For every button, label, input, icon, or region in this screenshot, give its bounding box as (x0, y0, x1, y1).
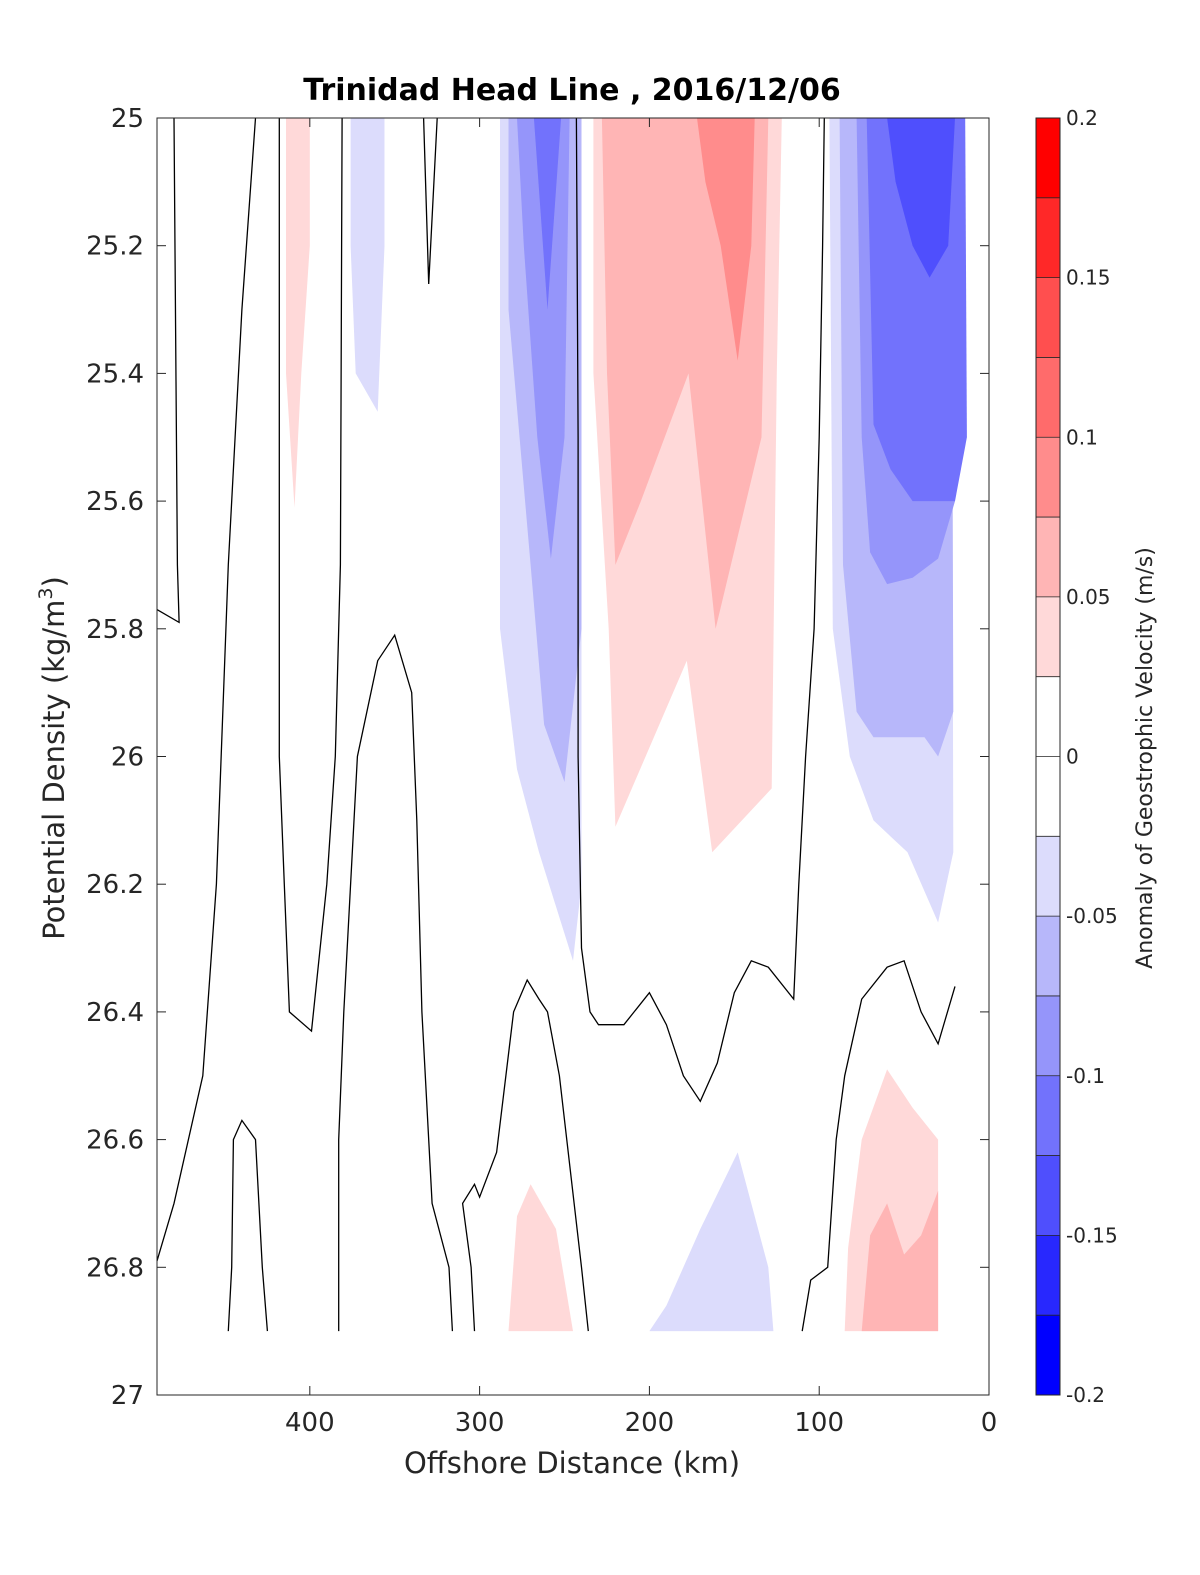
contour-fill-region-8 (697, 118, 755, 361)
y-tick-label: 26.2 (86, 870, 144, 900)
colorbar-tick-label: -0.15 (1066, 1223, 1118, 1247)
colorbar-band (1036, 1075, 1060, 1156)
y-tick-label: 25.8 (86, 615, 144, 645)
y-tick-label: 27 (111, 1381, 144, 1411)
colorbar-band (1036, 995, 1060, 1076)
contour-fill-region-4 (517, 118, 570, 559)
x-tick-label: 300 (455, 1408, 505, 1438)
x-tick-label: 200 (625, 1408, 675, 1438)
colorbar-tick-label: 0.05 (1066, 585, 1111, 609)
zero-contour-line-2 (278, 117, 343, 1033)
y-axis-label-superscript: 3 (35, 587, 57, 599)
colorbar-band (1036, 1235, 1060, 1316)
zero-contour-line-4 (338, 633, 454, 1332)
y-axis-label-main: Potential Density (kg/m (37, 600, 71, 940)
contour-fill-region-1 (338, 118, 385, 412)
y-axis-label-close: ) (37, 576, 71, 587)
y-tick-label: 26.4 (86, 998, 144, 1028)
colorbar-tick-label: -0.1 (1066, 1064, 1105, 1088)
contour-fill-region-0 (286, 118, 310, 508)
colorbar-band (1036, 756, 1060, 837)
y-tick-label: 26.8 (86, 1253, 144, 1283)
y-tick-label: 25.6 (86, 487, 144, 517)
contour-fill-region-5 (533, 118, 562, 310)
x-tick-label: 400 (285, 1408, 335, 1438)
y-tick-label: 25.4 (86, 359, 144, 389)
colorbar-band (1036, 676, 1060, 757)
contour-fill-region-13 (887, 118, 955, 278)
colorbar-tick-label: 0.2 (1066, 106, 1098, 130)
zero-contour-line-1 (156, 117, 257, 1262)
contour-fill-region-14 (508, 1184, 573, 1332)
y-tick-label: 25.2 (86, 232, 144, 262)
zero-contour-line-7 (575, 117, 825, 1103)
zero-contour-line-0 (156, 117, 180, 624)
chart-title: Trinidad Head Line , 2016/12/06 (303, 73, 840, 108)
colorbar-label: Anomaly of Geostrophic Velocity (m/s) (1133, 547, 1158, 969)
colorbar-tick-label: -0.05 (1066, 904, 1118, 928)
colorbar-band (1036, 277, 1060, 358)
zero-contour-line-5 (227, 1119, 269, 1332)
y-axis-ticks: 25 25.2 25.4 25.6 25.8 26 26.2 26.4 26.6 26.8 27 (86, 104, 989, 1411)
x-tick-label: 100 (794, 1408, 844, 1438)
x-axis-label: Offshore Distance (km) (404, 1446, 740, 1480)
y-tick-label: 26 (111, 743, 144, 773)
y-tick-label: 25 (111, 104, 144, 134)
filled-contours (286, 118, 967, 1332)
colorbar-band (1036, 836, 1060, 917)
x-tick-label: 0 (981, 1408, 998, 1438)
colorbar-band (1036, 357, 1060, 438)
contour-fill-region-17 (861, 1190, 939, 1332)
colorbar-tick-label: -0.2 (1066, 1383, 1105, 1407)
colorbar-band (1036, 1315, 1060, 1395)
contour-fill-region-15 (649, 1152, 774, 1332)
plot-area: 400 300 200 100 0 25 25.2 25.4 25.6 25.8 26 26.2 26… (86, 104, 997, 1438)
colorbar-tick-label: 0 (1066, 745, 1079, 769)
colorbar-band (1036, 1155, 1060, 1236)
colorbar-band (1036, 118, 1060, 198)
colorbar-band (1036, 517, 1060, 597)
y-axis-label: Potential Density (kg/m3) (35, 576, 71, 940)
colorbar-tick-label: 0.1 (1066, 425, 1098, 449)
colorbar-ticks: 0.2 0.15 0.1 0.05 0 -0.05 -0.1 -0.15 -0.2 (1066, 106, 1118, 1407)
colorbar-frame (1035, 117, 1061, 1396)
colorbar-band (1036, 197, 1060, 278)
zero-contour-lines (156, 117, 956, 1332)
colorbar-band (1036, 437, 1060, 518)
colorbar-band (1036, 916, 1060, 996)
zero-contour-line-6 (461, 978, 589, 1332)
zero-contour-line-8 (801, 959, 956, 1332)
colorbar: 0.2 0.15 0.1 0.05 0 -0.05 -0.1 -0.15 -0.2 (1035, 106, 1118, 1407)
y-tick-label: 26.6 (86, 1126, 144, 1156)
colorbar-tick-label: 0.15 (1066, 266, 1111, 290)
x-axis-ticks: 400 300 200 100 0 (285, 118, 997, 1438)
colorbar-bands (1036, 117, 1060, 1395)
colorbar-band (1036, 596, 1060, 677)
zero-contour-line-3 (422, 117, 438, 285)
